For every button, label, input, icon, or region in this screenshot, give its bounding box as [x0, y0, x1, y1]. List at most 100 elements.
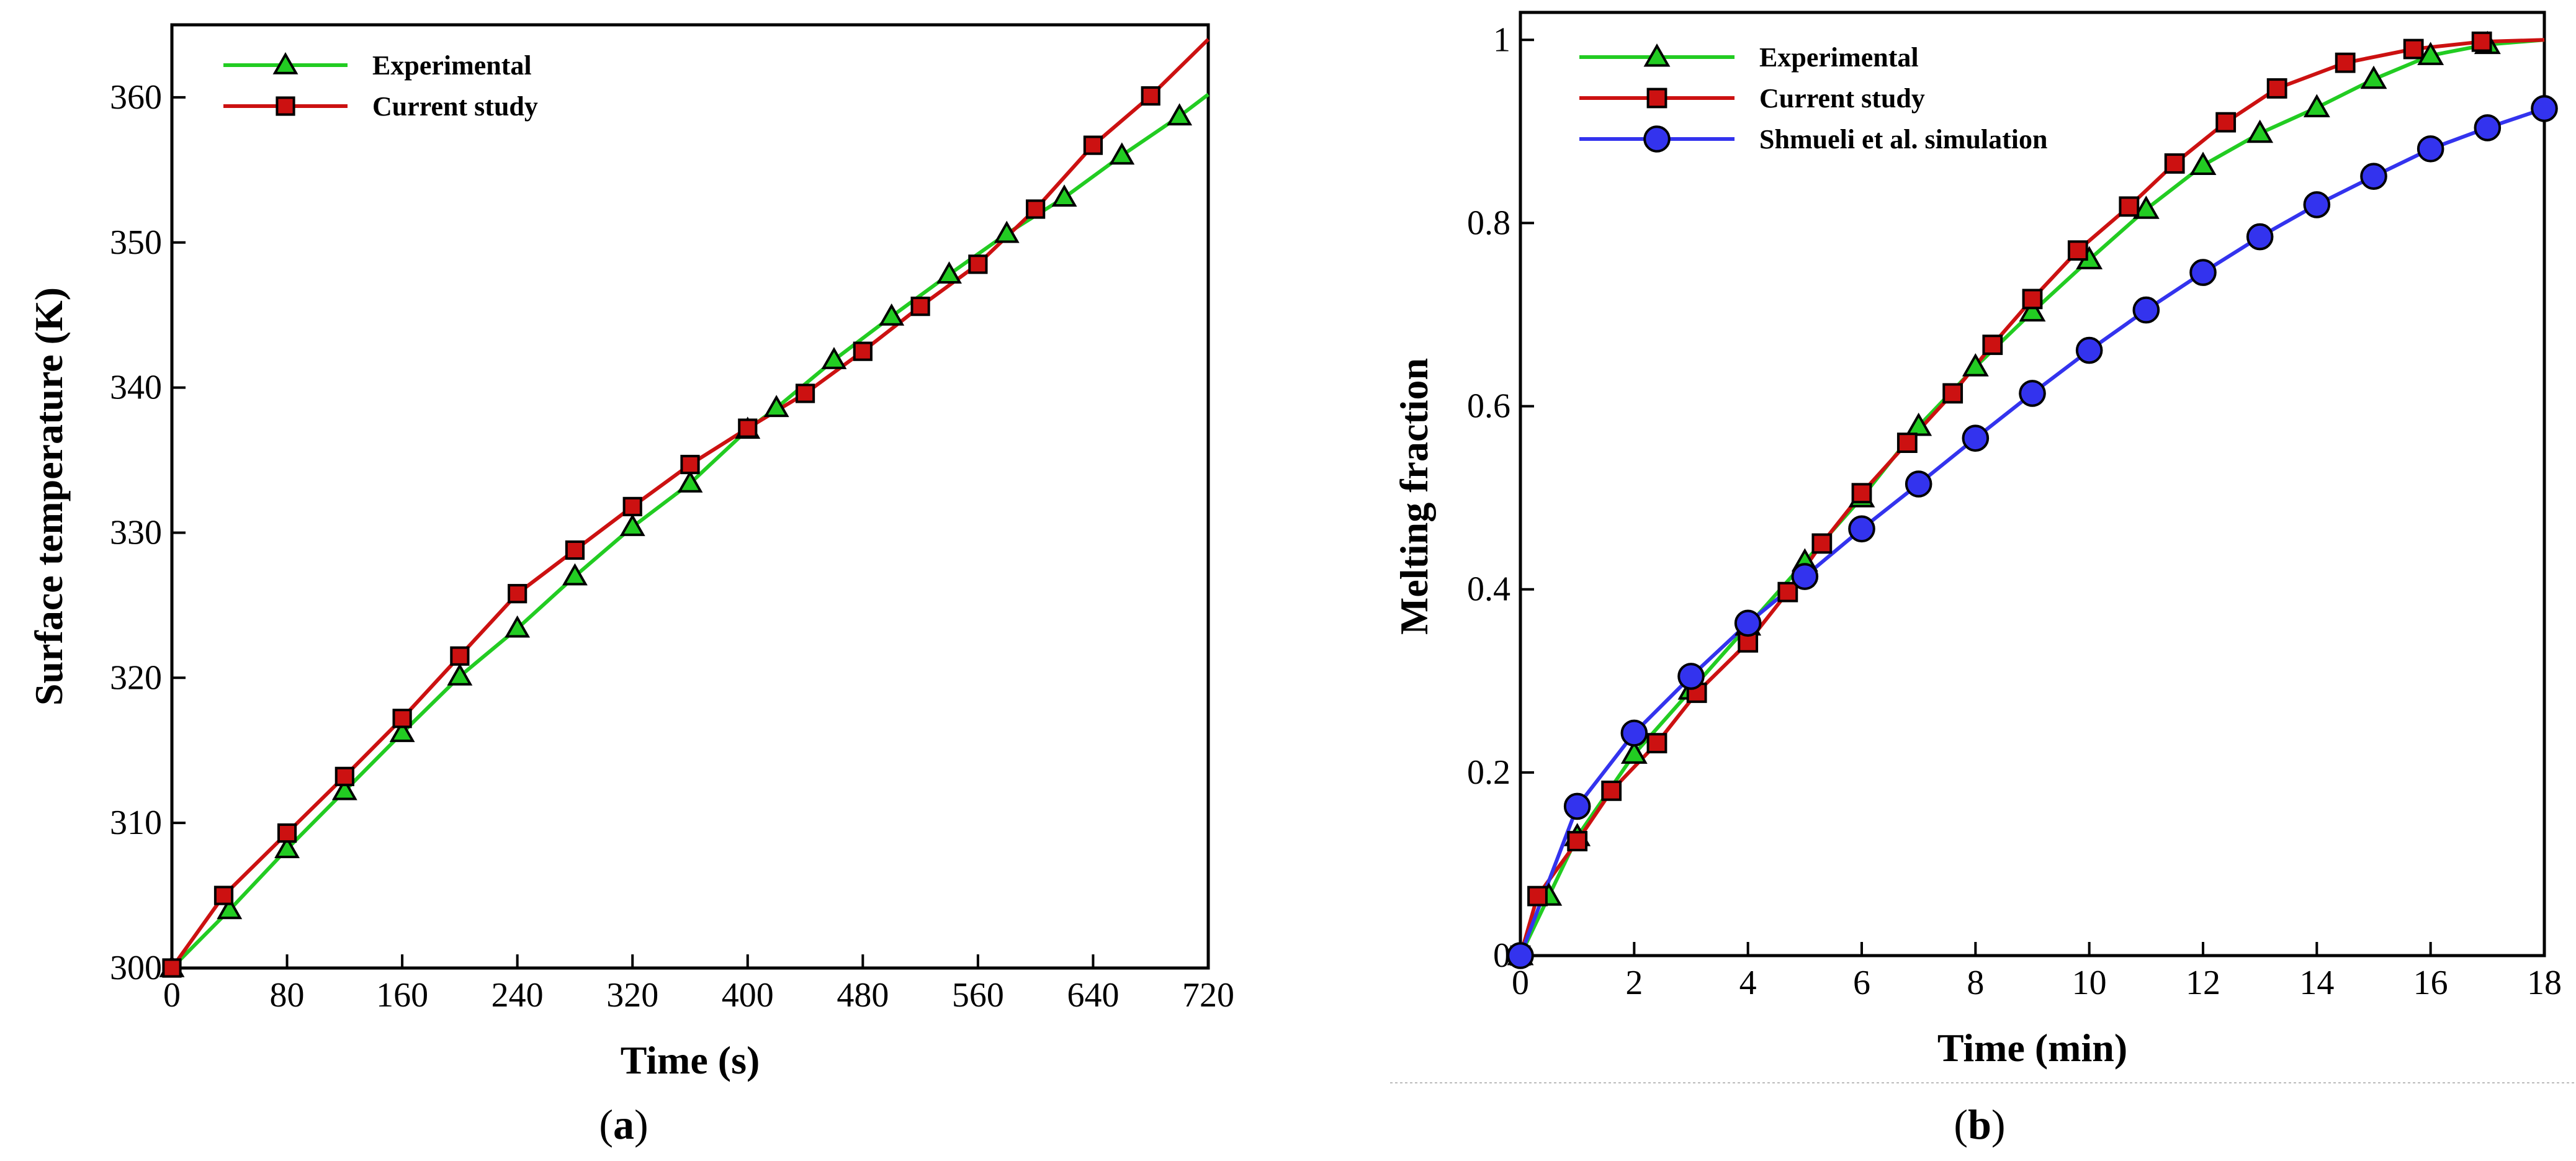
data-point-a-0	[936, 261, 962, 284]
data-point-a-1	[622, 496, 642, 516]
data-point-b-2	[1848, 515, 1875, 543]
data-point-b-0	[2246, 119, 2274, 143]
x-tick-label-a: 160	[376, 976, 428, 1015]
data-point-b-1	[1942, 383, 1963, 404]
data-point-b-0	[1620, 740, 1648, 764]
data-point-b-2	[1734, 609, 1762, 637]
data-point-b-1	[1982, 334, 2003, 356]
data-point-b-1	[1646, 733, 1667, 754]
y-tick-label-b: 1	[1493, 20, 1510, 59]
plot-b-frame	[1519, 11, 2546, 957]
data-point-b-2	[2474, 114, 2502, 141]
y-tick-label-a: 330	[110, 513, 162, 552]
data-point-b-2	[1791, 563, 1819, 590]
legend-label-a-0: Experimental	[372, 50, 532, 81]
data-point-b-1	[1601, 780, 1622, 801]
x-tick-label-b: 6	[1853, 964, 1870, 1002]
data-point-a-1	[680, 454, 700, 475]
legend-marker-a-1	[276, 96, 295, 116]
y-tick-label-b: 0.6	[1467, 387, 1510, 426]
data-point-b-1	[1777, 581, 1798, 603]
data-point-a-1	[738, 418, 758, 438]
data-point-b-1	[2215, 112, 2237, 133]
data-point-a-0	[677, 470, 703, 493]
y-tick-label-a: 340	[110, 369, 162, 407]
data-point-b-1	[1567, 831, 1588, 851]
data-point-a-0	[217, 897, 243, 920]
data-point-b-0	[2019, 298, 2046, 322]
data-point-b-2	[1677, 663, 1705, 690]
data-point-b-2	[2360, 163, 2387, 190]
data-point-b-0	[2189, 151, 2217, 175]
data-point-a-1	[853, 341, 873, 361]
data-point-a-0	[274, 836, 300, 858]
data-point-a-0	[879, 303, 905, 326]
legend-label-b-1: Current study	[1759, 83, 1925, 114]
data-point-b-0	[1905, 412, 1932, 436]
data-point-b-0	[1962, 353, 1989, 377]
data-point-a-0	[1167, 103, 1193, 126]
x-tick-label-b: 4	[1739, 964, 1757, 1002]
data-point-a-1	[1026, 199, 1046, 219]
x-tick-label-b: 8	[1967, 964, 1984, 1002]
panel-a-label: a	[613, 1101, 634, 1148]
plot-a-frame	[170, 23, 1210, 970]
data-point-a-1	[213, 885, 234, 905]
series-line-a-1	[170, 38, 1210, 969]
panel-b-caption: (b)	[1954, 1101, 2005, 1148]
data-point-b-2	[1620, 719, 1648, 747]
y-tick-label-b: 0.4	[1467, 570, 1510, 609]
data-point-b-1	[2164, 153, 2185, 174]
data-point-b-1	[1811, 533, 1833, 554]
data-point-a-1	[162, 958, 182, 978]
data-point-b-1	[1851, 483, 1872, 504]
x-tick-label-a: 480	[837, 976, 889, 1015]
data-point-b-2	[2075, 336, 2103, 364]
data-point-a-1	[450, 646, 470, 666]
x-tick-label-a: 720	[1182, 976, 1234, 1015]
series-line-b-1	[1519, 38, 2545, 956]
data-point-a-0	[331, 778, 357, 800]
data-point-b-2	[2246, 223, 2274, 251]
data-point-b-1	[2471, 31, 2492, 52]
y-tick-label-a: 360	[110, 78, 162, 117]
x-tick-label-a: 240	[491, 976, 544, 1015]
x-tick-label-a: 640	[1067, 976, 1119, 1015]
data-point-a-0	[389, 720, 415, 742]
x-tick-label-b: 12	[2186, 964, 2220, 1002]
data-point-b-1	[1527, 885, 1548, 907]
data-point-b-0	[2132, 195, 2160, 219]
x-tick-label-a: 80	[270, 976, 305, 1015]
x-tick-label-b: 2	[1625, 964, 1643, 1002]
legend-label-b-2: Shmueli et al. simulation	[1759, 124, 2048, 155]
data-point-a-1	[565, 540, 585, 560]
data-point-a-0	[447, 663, 473, 686]
data-point-b-2	[1962, 424, 1990, 452]
data-point-b-0	[2417, 42, 2444, 65]
data-point-a-1	[1083, 135, 1103, 155]
x-tick-label-b: 10	[2072, 964, 2107, 1002]
legend-label-a-1: Current study	[372, 91, 538, 122]
y-tick-label-a: 300	[110, 949, 162, 987]
panel-a-caption: (a)	[599, 1101, 648, 1148]
y-axis-title-a: Surface temperature (K)	[27, 287, 71, 706]
legend-label-b-0: Experimental	[1759, 42, 1919, 73]
data-point-b-0	[2360, 65, 2387, 89]
series-line-a-0	[170, 92, 1209, 970]
data-point-b-2	[2303, 191, 2331, 218]
data-point-b-1	[2403, 38, 2424, 60]
x-axis-title-b: Time (min)	[1937, 1026, 2127, 1070]
data-point-a-1	[334, 766, 354, 786]
series-line-b-2	[1519, 107, 2545, 957]
x-tick-label-b: 18	[2527, 964, 2562, 1002]
data-point-a-1	[277, 823, 297, 843]
y-tick-label-b: 0.8	[1467, 204, 1510, 242]
data-point-b-2	[1507, 942, 1534, 969]
y-tick-label-a: 310	[110, 804, 162, 842]
data-point-b-2	[2417, 135, 2444, 163]
x-tick-label-b: 0	[1512, 964, 1529, 1002]
x-tick-label-a: 560	[952, 976, 1004, 1015]
x-tick-label-a: 0	[163, 976, 181, 1015]
